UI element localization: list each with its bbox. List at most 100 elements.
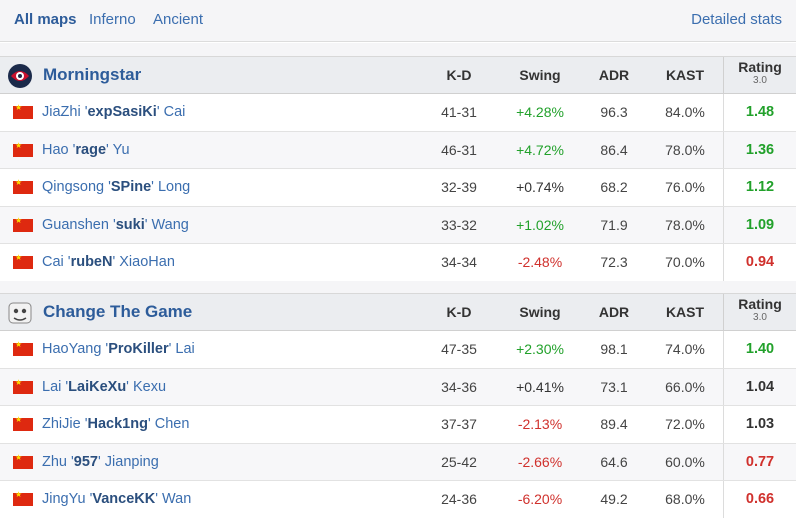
rating-value: 1.12 — [723, 169, 796, 206]
china-flag-icon — [13, 453, 33, 469]
player-row: Hao 'rage' Yu 46-31 +4.72% 86.4 78.0% 1.36 — [0, 131, 796, 169]
china-flag-icon — [13, 103, 33, 119]
china-flag-icon — [13, 216, 33, 232]
col-header-kd: K-D — [446, 304, 472, 320]
player-name-link[interactable]: ZhiJie 'Hack1ng' Chen — [42, 416, 190, 432]
kd-value: 32-39 — [441, 179, 477, 195]
china-flag-icon — [13, 178, 33, 194]
kd-value: 37-37 — [441, 416, 477, 432]
player-row: Cai 'rubeN' XiaoHan 34-34 -2.48% 72.3 70.0% 0… — [0, 244, 796, 282]
kast-value: 78.0% — [665, 141, 705, 158]
kd-value: 41-31 — [441, 104, 477, 120]
rating-value: 1.36 — [723, 131, 796, 168]
team-name[interactable]: Morningstar — [43, 65, 142, 84]
swing-value: -2.48% — [517, 254, 563, 270]
morningstar-logo-icon — [8, 64, 32, 88]
adr-value: 73.1 — [600, 378, 628, 395]
rating-value: 1.03 — [723, 406, 796, 443]
tab-all-maps[interactable]: All maps — [14, 11, 77, 28]
map-tabs-bar: All maps Inferno Ancient Detailed stats — [0, 0, 796, 42]
col-header-rating: Rating 3.0 — [738, 296, 782, 323]
adr-value: 64.6 — [600, 453, 628, 470]
player-name-link[interactable]: Qingsong 'SPine' Long — [42, 179, 191, 195]
team-name[interactable]: Change The Game — [43, 302, 193, 321]
rating-value: 1.48 — [723, 94, 796, 131]
swing-value: +4.72% — [516, 141, 564, 158]
rating-value: 1.04 — [723, 368, 796, 405]
player-row: Guanshen 'suki' Wang 33-32 +1.02% 71.9 78.0%… — [0, 206, 796, 244]
player-name-link[interactable]: Cai 'rubeN' XiaoHan — [42, 254, 175, 270]
player-row: ZhiJie 'Hack1ng' Chen 37-37 -2.13% 89.4 72.0… — [0, 406, 796, 444]
player-row: Lai 'LaiKeXu' Kexu 34-36 +0.41% 73.1 66.0% 1.… — [0, 368, 796, 406]
china-flag-icon — [13, 340, 33, 356]
kast-value: 68.0% — [665, 491, 705, 507]
kast-value: 84.0% — [665, 104, 705, 120]
detailed-stats-link[interactable]: Detailed stats — [691, 11, 782, 28]
kd-value: 46-31 — [441, 141, 477, 158]
kd-value: 34-36 — [441, 378, 477, 395]
china-flag-icon — [13, 141, 33, 157]
kd-value: 34-34 — [441, 254, 477, 270]
player-row: HaoYang 'ProKiller' Lai 47-35 +2.30% 98.1 74… — [0, 331, 796, 369]
player-name-link[interactable]: HaoYang 'ProKiller' Lai — [42, 341, 195, 357]
tab-inferno[interactable]: Inferno — [89, 11, 136, 28]
col-header-rating: Rating 3.0 — [738, 59, 782, 86]
player-row: JiaZhi 'expSasiKi' Cai 41-31 +4.28% 96.3 84.… — [0, 94, 796, 132]
player-row: JingYu 'VanceKK' Wan 24-36 -6.20% 49.2 68.0%… — [0, 481, 796, 518]
adr-value: 71.9 — [600, 216, 628, 233]
kast-value: 70.0% — [665, 254, 705, 270]
adr-value: 72.3 — [600, 254, 628, 270]
kast-value: 60.0% — [665, 453, 705, 470]
col-header-kd: K-D — [446, 67, 472, 83]
col-header-adr: ADR — [598, 67, 630, 83]
col-header-swing: Swing — [519, 67, 561, 83]
rating-value: 0.77 — [723, 443, 796, 480]
section-spacer — [0, 43, 796, 56]
adr-value: 96.3 — [600, 104, 628, 120]
adr-value: 98.1 — [600, 341, 628, 357]
player-row: Qingsong 'SPine' Long 32-39 +0.74% 68.2 76.0… — [0, 169, 796, 207]
china-flag-icon — [13, 490, 33, 506]
player-name-link[interactable]: Lai 'LaiKeXu' Kexu — [42, 378, 167, 395]
swing-value: +1.02% — [516, 216, 564, 233]
china-flag-icon — [13, 415, 33, 431]
china-flag-icon — [13, 253, 33, 269]
team-header-row: Morningstar K-D Swing ADR KAST Rating 3.… — [0, 56, 796, 94]
kast-value: 72.0% — [665, 416, 705, 432]
section-spacer — [0, 281, 796, 293]
rating-value: 0.94 — [723, 244, 796, 281]
kd-value: 25-42 — [441, 453, 477, 470]
player-name-link[interactable]: Zhu '957' Jianping — [42, 453, 159, 470]
player-name-link[interactable]: JiaZhi 'expSasiKi' Cai — [42, 104, 186, 120]
tab-ancient[interactable]: Ancient — [153, 11, 204, 28]
change-the-game-logo-icon — [8, 302, 32, 324]
col-header-kast: KAST — [665, 67, 705, 83]
rating-value: 1.09 — [723, 206, 796, 243]
adr-value: 86.4 — [600, 141, 628, 158]
swing-value: +2.30% — [516, 341, 564, 357]
team-header-row: Change The Game K-D Swing ADR KAST Ratin… — [0, 293, 796, 331]
kast-value: 78.0% — [665, 216, 705, 233]
col-header-kast: KAST — [665, 304, 705, 320]
swing-value: +4.28% — [516, 104, 564, 120]
player-row: Zhu '957' Jianping 25-42 -2.66% 64.6 60.0% 0.… — [0, 443, 796, 481]
kast-value: 74.0% — [665, 341, 705, 357]
swing-value: -2.13% — [517, 416, 563, 432]
adr-value: 68.2 — [600, 179, 628, 195]
player-name-link[interactable]: Hao 'rage' Yu — [42, 141, 130, 158]
rating-value: 0.66 — [723, 481, 796, 518]
player-name-link[interactable]: Guanshen 'suki' Wang — [42, 216, 189, 233]
china-flag-icon — [13, 378, 33, 394]
col-header-adr: ADR — [598, 304, 630, 320]
adr-value: 89.4 — [600, 416, 628, 432]
swing-value: +0.74% — [516, 179, 564, 195]
swing-value: -6.20% — [517, 491, 563, 507]
swing-value: +0.41% — [516, 378, 564, 395]
rating-value: 1.40 — [723, 331, 796, 368]
swing-value: -2.66% — [517, 453, 563, 470]
kast-value: 76.0% — [665, 179, 705, 195]
player-name-link[interactable]: JingYu 'VanceKK' Wan — [42, 491, 192, 507]
kast-value: 66.0% — [665, 378, 705, 395]
kd-value: 33-32 — [441, 216, 477, 233]
col-header-swing: Swing — [519, 304, 561, 320]
